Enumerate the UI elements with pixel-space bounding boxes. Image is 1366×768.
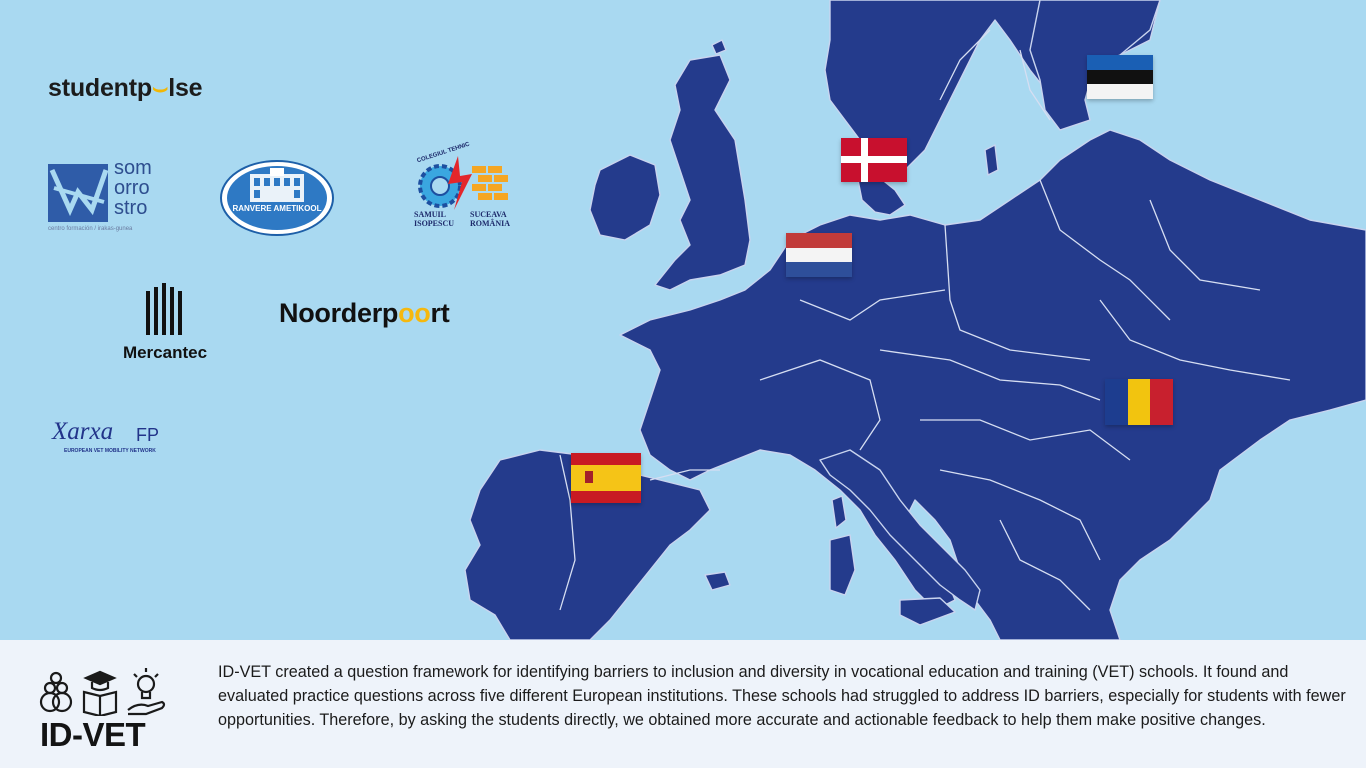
- somorrostro-word-1: som: [114, 157, 152, 179]
- mercantec-emblem-icon: [146, 283, 182, 335]
- colegiul-left-line-1: SAMUIL: [414, 210, 447, 219]
- romania-flag: [1105, 379, 1173, 425]
- ranvere-logo: RANVERE AMETIKOOL: [220, 160, 334, 236]
- ranvere-seal-icon: [220, 160, 334, 236]
- somorrostro-word-2: orro: [114, 177, 150, 199]
- noorderpoort-text-end: rt: [430, 298, 450, 328]
- europe-map-stage: studentp⌣lse som orro stro centro formac…: [48, 0, 1366, 640]
- denmark-flag: [841, 138, 907, 182]
- somorrostro-word-3: stro: [114, 197, 148, 219]
- studentpulse-logo: studentp⌣lse: [48, 74, 203, 103]
- colegiul-left-text: SAMUIL ISOPESCU: [414, 210, 454, 228]
- xarxa-fp-logo: Xarxa FP EUROPEAN VET MOBILITY NETWORK: [50, 418, 170, 462]
- ranvere-seal-text: RANVERE AMETIKOOL: [232, 204, 322, 213]
- colegiul-logo: SAMUIL ISOPESCU SUCEAVA ROMÂNIA COLEGIUL…: [410, 142, 516, 234]
- sardinia-landmass: [829, 534, 856, 596]
- spain-flag: [571, 453, 641, 503]
- lightbulb-icon: [136, 674, 156, 694]
- netherlands-flag: [786, 233, 852, 277]
- xarxa-tagline: EUROPEAN VET MOBILITY NETWORK: [64, 448, 156, 454]
- colegiul-gear-icon: [418, 156, 508, 210]
- sicily-landmass: [899, 597, 956, 626]
- britain-landmass: [654, 54, 751, 291]
- xarxa-name: Xarxa: [52, 418, 114, 445]
- somorrostro-words: som orro stro: [114, 158, 152, 218]
- studentpulse-logo-text: studentp: [48, 74, 152, 102]
- mercantec-name: Mercantec: [122, 343, 208, 362]
- gotland-landmass: [984, 144, 999, 176]
- noorderpoort-accent: oo: [398, 298, 431, 328]
- balearic-landmass: [704, 571, 731, 591]
- people-icon: [43, 681, 57, 695]
- somorrostro-tagline: centro formación / irakas-gunea: [48, 226, 133, 232]
- id-vet-icons: [39, 668, 166, 716]
- colegiul-right-line-1: SUCEAVA: [470, 210, 507, 219]
- noorderpoort-text: Noorderp: [279, 298, 399, 328]
- somorrostro-logo: som orro stro centro formación / irakas-…: [48, 158, 168, 234]
- corsica-landmass: [831, 495, 847, 529]
- project-description: ID-VET created a question framework for …: [218, 663, 1346, 730]
- colegiul-right-line-2: ROMÂNIA: [470, 219, 510, 228]
- studentpulse-logo-accent: ⌣: [151, 74, 169, 102]
- denmark-landmass: [857, 177, 906, 216]
- noorderpoort-logo: Noorderpoort: [279, 298, 450, 329]
- footer-panel: [0, 640, 1366, 768]
- hand-icon: [127, 700, 166, 716]
- estonia-flag: [1087, 55, 1153, 99]
- italy-landmass: [819, 449, 981, 611]
- colegiul-left-line-2: ISOPESCU: [414, 219, 455, 228]
- id-vet-brand: ID-VET: [38, 666, 168, 753]
- ireland-landmass: [589, 154, 661, 241]
- colegiul-right-text: SUCEAVA ROMÂNIA: [470, 210, 510, 228]
- mercantec-logo: Mercantec: [108, 283, 222, 363]
- graduation-icon: [83, 670, 117, 686]
- xarxa-suffix: FP: [136, 425, 160, 445]
- id-vet-wordmark: ID-VET: [40, 716, 146, 753]
- studentpulse-logo-text-end: lse: [168, 74, 203, 102]
- orkney-landmass: [711, 39, 727, 55]
- somorrostro-emblem-icon: [48, 164, 109, 222]
